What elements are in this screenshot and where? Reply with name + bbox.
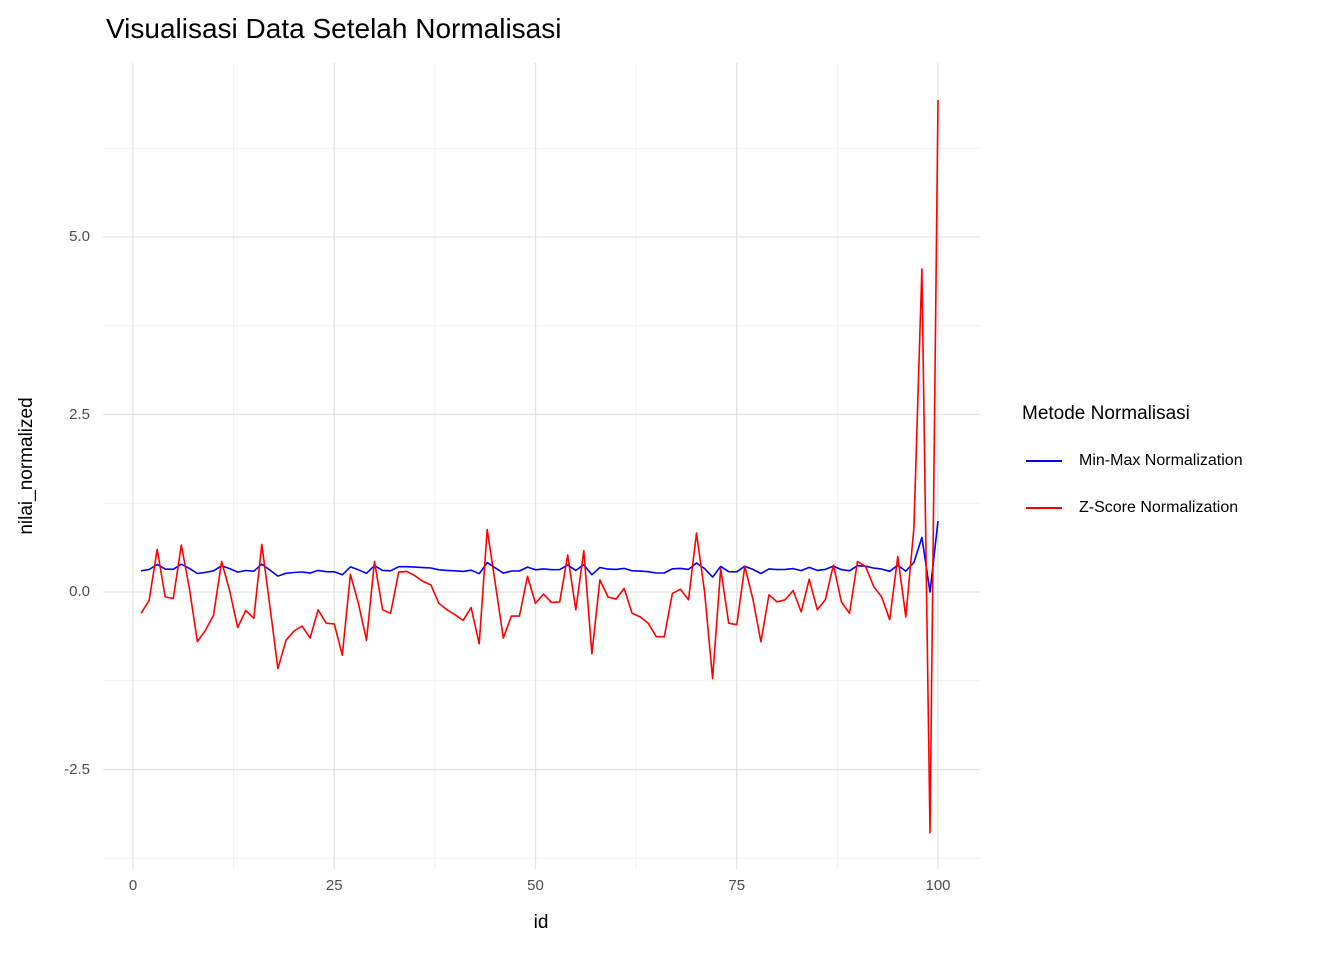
y-tick-label: 0.0 xyxy=(69,583,90,600)
x-tick-label: 75 xyxy=(728,877,746,894)
legend-title: Metode Normalisasi xyxy=(1022,403,1190,424)
legend: Metode Normalisasi Min-Max Normalization… xyxy=(1022,403,1243,545)
minmax-series-line xyxy=(140,520,939,593)
minmax-line-swatch xyxy=(1026,460,1062,462)
x-tick-label: 50 xyxy=(527,877,544,894)
zscore-line-swatch xyxy=(1026,507,1062,509)
zscore-series-line xyxy=(140,99,939,834)
x-tick-label: 0 xyxy=(128,877,138,894)
x-axis-title: id xyxy=(533,912,549,933)
legend-item-minmax: Min-Max Normalization xyxy=(1022,451,1243,471)
legend-label-minmax: Min-Max Normalization xyxy=(1079,452,1243,469)
x-tick-label: 25 xyxy=(325,877,343,894)
y-tick-label: 5.0 xyxy=(69,228,90,245)
y-tick-label: -2.5 xyxy=(64,760,90,778)
chart-title: Visualisasi Data Setelah Normalisasi xyxy=(106,13,562,44)
y-tick-label: 2.5 xyxy=(69,405,90,423)
legend-label-zscore: Z-Score Normalization xyxy=(1079,499,1239,516)
x-tick-label: 100 xyxy=(925,877,951,894)
legend-item-zscore: Z-Score Normalization xyxy=(1022,498,1243,518)
